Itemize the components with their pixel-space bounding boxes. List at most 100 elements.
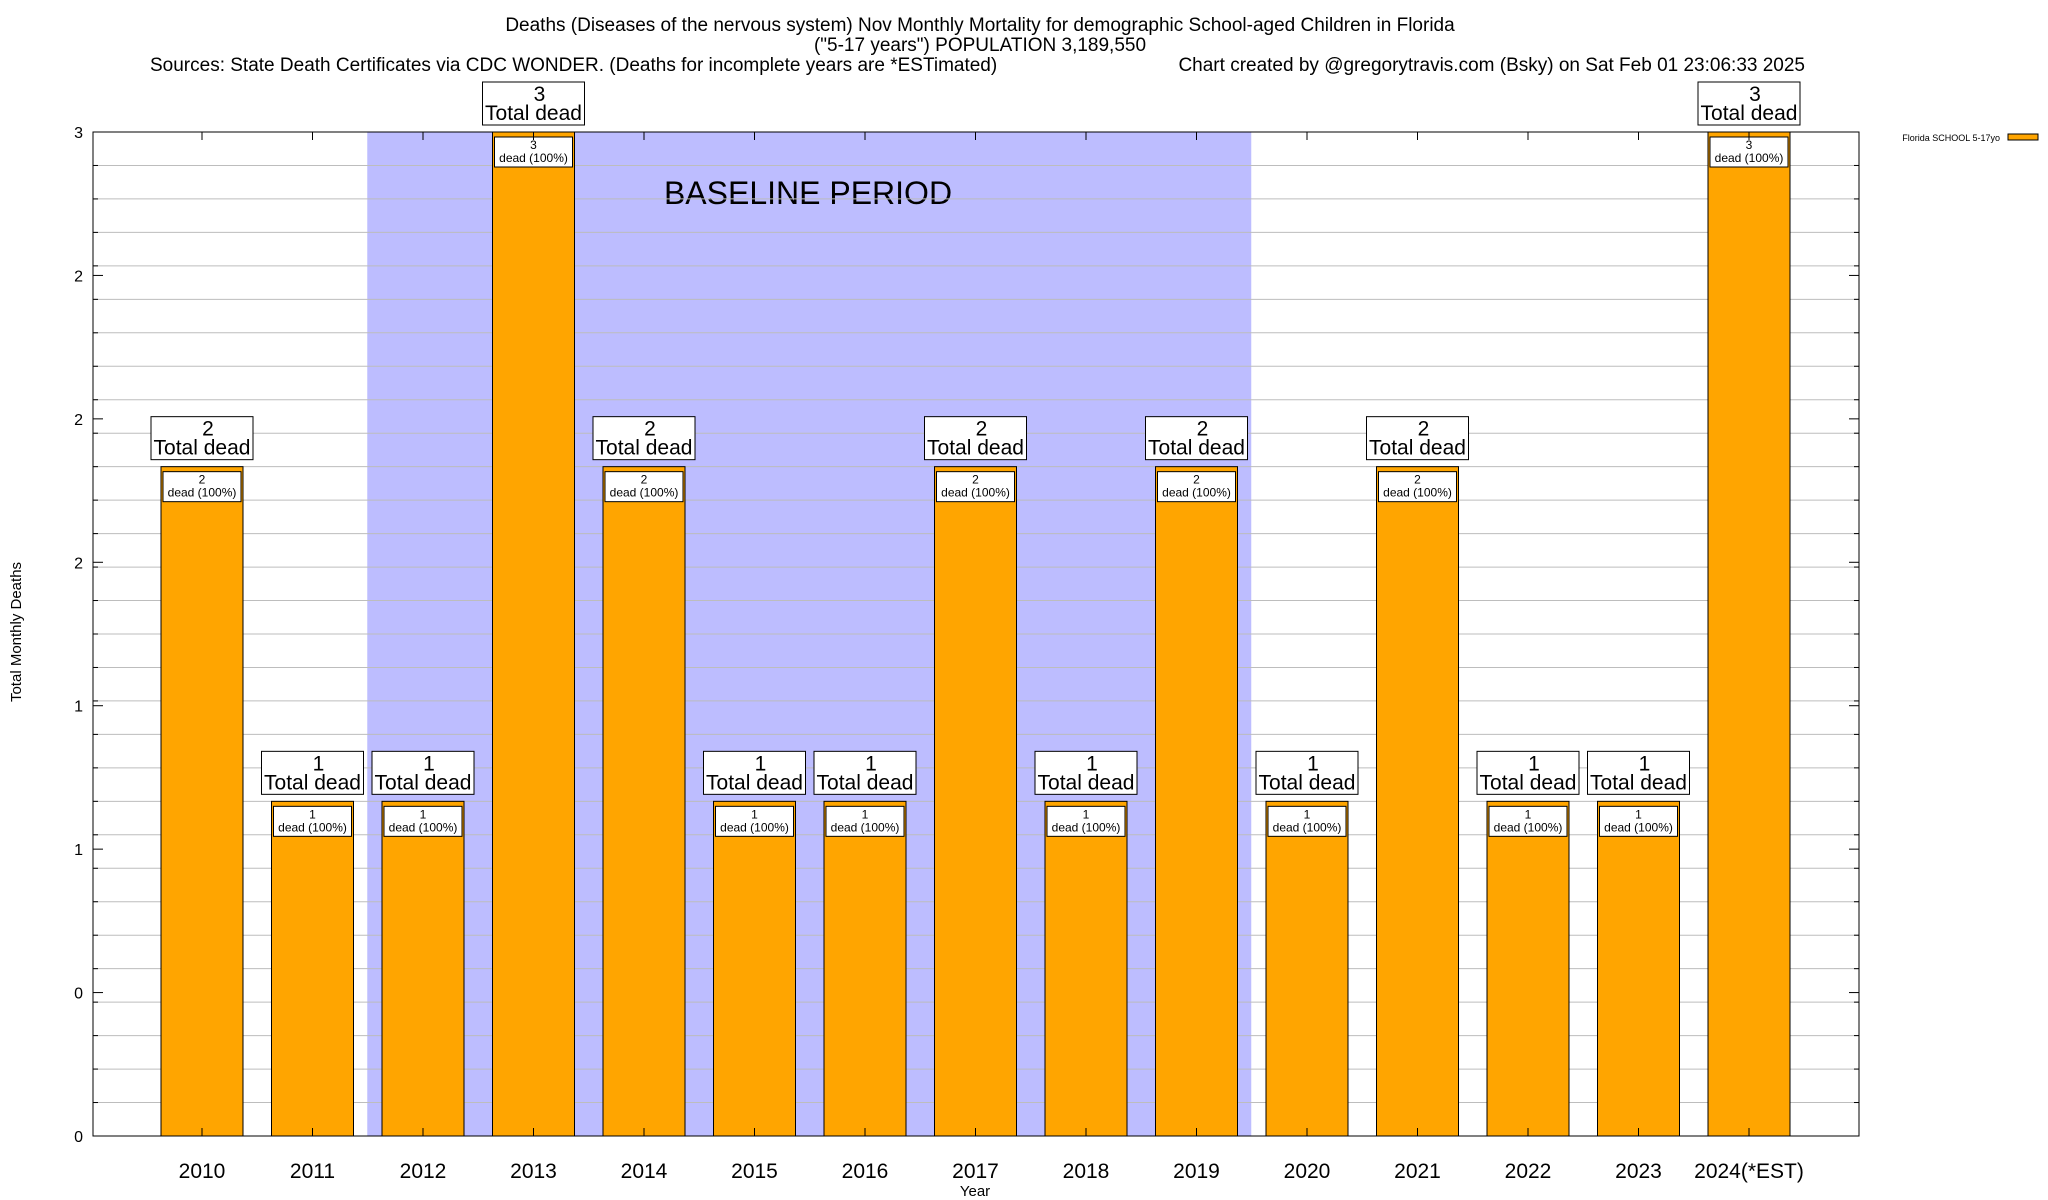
bar-total-value: 2: [1418, 418, 1430, 441]
bar-inner-label-box: [1488, 805, 1568, 837]
bar-inner-label-box: [825, 805, 905, 837]
chart-title-line-1: Deaths (Diseases of the nervous system) …: [505, 15, 1455, 36]
bar: [381, 800, 465, 1137]
y-tick-label: 2: [74, 555, 83, 572]
bar-inner-label-box: [936, 471, 1015, 503]
bar: [1486, 800, 1570, 1137]
x-tick-label: 2019: [1173, 1160, 1220, 1183]
bar: [1597, 800, 1680, 1137]
bar-total-label: Total dead: [927, 437, 1024, 460]
x-tick-label: 2013: [510, 1160, 557, 1183]
bar-inner-value: 1: [1525, 807, 1532, 821]
x-tick-label: 2018: [1063, 1160, 1110, 1183]
bar-inner-label-box: [604, 471, 684, 503]
bar-total-label-box: [1697, 81, 1801, 126]
bar-total-label: Total dead: [706, 771, 803, 794]
bar-total-value: 3: [1749, 83, 1761, 106]
bar-inner-value: 1: [751, 807, 758, 821]
bar-inner-label-box: [383, 805, 463, 837]
bar-inner-label: dead (100%): [1604, 820, 1673, 834]
y-tick-label: 3: [74, 125, 83, 142]
bar-total-label-box: [1476, 750, 1580, 795]
bar-inner-value: 1: [309, 807, 316, 821]
y-tick-label: 1: [74, 699, 83, 716]
bar: [1376, 466, 1459, 1137]
bar-inner-label: dead (100%): [1494, 820, 1563, 834]
bar-inner-label: dead (100%): [1273, 820, 1342, 834]
bar: [271, 800, 354, 1137]
bar-inner-value: 2: [641, 473, 648, 487]
x-tick-label: 2017: [952, 1160, 999, 1183]
bar: [1155, 466, 1238, 1137]
bar-inner-value: 2: [1414, 473, 1421, 487]
chart-sources: Sources: State Death Certificates via CD…: [150, 55, 997, 76]
bar-total-value: 2: [1197, 418, 1209, 441]
chart-credit: Chart created by @gregorytravis.com (Bsk…: [1178, 55, 1805, 76]
bar-inner-label: dead (100%): [499, 151, 568, 165]
bar-inner-value: 1: [1635, 807, 1642, 821]
x-tick-label: 2022: [1505, 1160, 1552, 1183]
bar-inner-label: dead (100%): [1162, 486, 1231, 500]
y-axis-title: Total Monthly Deaths: [8, 562, 25, 702]
bar-inner-label: dead (100%): [720, 820, 789, 834]
bar-total-label: Total dead: [485, 102, 582, 125]
bar-total-label: Total dead: [1259, 771, 1356, 794]
bar-inner-label: dead (100%): [610, 486, 679, 500]
bar-inner-value: 2: [972, 473, 979, 487]
bar-total-value: 1: [1639, 752, 1651, 775]
baseline-label: BASELINE PERIOD: [664, 175, 952, 211]
bar-inner-value: 3: [1746, 138, 1753, 152]
bar-total-value: 1: [313, 752, 325, 775]
bar: [602, 466, 686, 1137]
bar: [1044, 800, 1128, 1137]
bar-total-label: Total dead: [1369, 437, 1466, 460]
x-tick-label: 2015: [731, 1160, 778, 1183]
y-axis: 0 0 1 1 2 2 2 3: [74, 125, 1859, 1146]
x-tick-label: 2010: [179, 1160, 226, 1183]
bar-total-value: 2: [644, 418, 656, 441]
bar-total-label-box: [371, 750, 475, 795]
bar-inner-label: dead (100%): [389, 820, 458, 834]
bar-total-label: Total dead: [1480, 771, 1577, 794]
bar-inner-value: 3: [530, 138, 537, 152]
legend-swatch: [2007, 133, 2039, 141]
bar-total-label-box: [261, 750, 364, 795]
y-tick-label: 0: [74, 1129, 83, 1146]
x-tick-label: 2021: [1394, 1160, 1441, 1183]
bar-total-label: Total dead: [375, 771, 472, 794]
x-tick-label: 2020: [1284, 1160, 1331, 1183]
bar-total-label-box: [813, 750, 917, 795]
bar-total-value: 1: [1307, 752, 1319, 775]
bar: [1707, 131, 1791, 1137]
bar-total-label-box: [482, 81, 585, 126]
x-tick-label: 2014: [621, 1160, 668, 1183]
bar-total-label: Total dead: [817, 771, 914, 794]
bar-inner-label: dead (100%): [1383, 486, 1452, 500]
y-tick-label: 1: [74, 842, 83, 859]
x-axis-title: Year: [960, 1183, 990, 1200]
bar-inner-label-box: [1157, 471, 1236, 503]
bar-total-label-box: [1255, 750, 1359, 795]
bar-inner-label-box: [162, 471, 242, 503]
bar-total-label: Total dead: [1148, 437, 1245, 460]
bar-inner-label: dead (100%): [278, 820, 347, 834]
bar-total-label-box: [150, 416, 254, 461]
bar-total-label-box: [924, 416, 1027, 461]
y-tick-label: 2: [74, 412, 83, 429]
bar-total-value: 1: [755, 752, 767, 775]
bar: [1265, 800, 1349, 1137]
bar: [160, 466, 244, 1137]
bar-inner-value: 1: [420, 807, 427, 821]
bar: [934, 466, 1017, 1137]
bar-inner-value: 1: [862, 807, 869, 821]
bar-inner-value: 1: [1083, 807, 1090, 821]
bar-total-value: 1: [423, 752, 435, 775]
bar-inner-label-box: [273, 805, 352, 837]
bar-total-label: Total dead: [1038, 771, 1135, 794]
bar-inner-value: 2: [199, 473, 206, 487]
bar: [823, 800, 907, 1137]
x-tick-label: 2024(*EST): [1694, 1160, 1804, 1183]
y-tick-label: 0: [74, 986, 83, 1003]
bar-total-label: Total dead: [154, 437, 251, 460]
